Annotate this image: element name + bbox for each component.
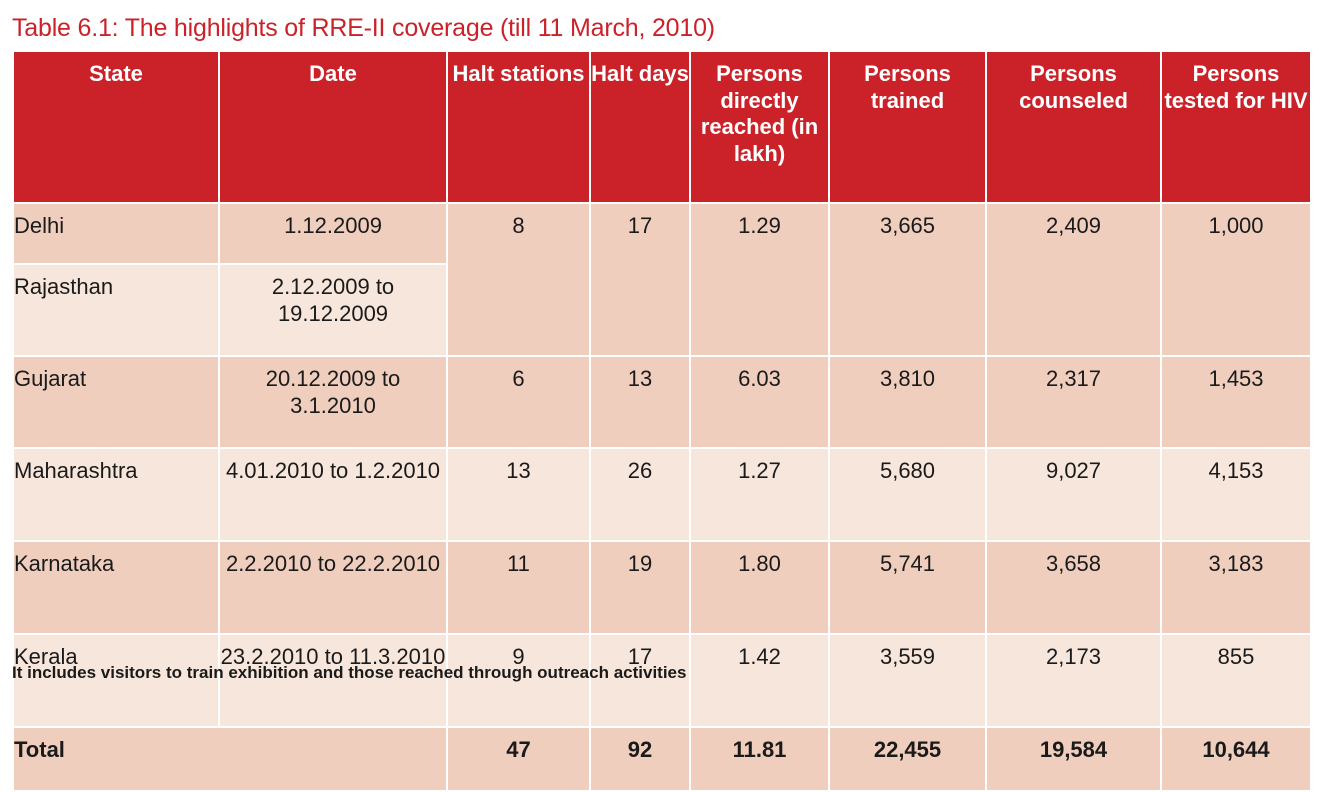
cell-halt-stations: 13: [446, 447, 591, 542]
cell-halt-days: 26: [589, 447, 691, 542]
cell-persons-directly-reached: 1.29: [689, 202, 830, 357]
cell-halt-stations: 11: [446, 540, 591, 635]
cell-persons-counseled: 2,173: [985, 633, 1162, 728]
cell-date: 2.12.2009 to 19.12.2009: [218, 263, 448, 357]
cell-total-halt-stations: 47: [446, 726, 591, 792]
table-row: Maharashtra 4.01.2010 to 1.2.2010 13 26 …: [12, 447, 1312, 542]
cell-halt-days: 17: [589, 202, 691, 357]
cell-persons-tested-for-hiv: 1,000: [1160, 202, 1312, 357]
cell-persons-directly-reached: 1.27: [689, 447, 830, 542]
column-header-persons-counseled: Persons counseled: [985, 50, 1162, 204]
cell-persons-tested-for-hiv: 855: [1160, 633, 1312, 728]
column-header-persons-tested-for-hiv: Persons tested for HIV: [1160, 50, 1312, 204]
table-footnote: It includes visitors to train exhibition…: [12, 663, 687, 682]
table-row: Gujarat 20.12.2009 to 3.1.2010 6 13 6.03…: [12, 355, 1312, 449]
column-header-persons-directly-reached: Persons directly reached (in lakh): [689, 50, 830, 204]
cell-state: Maharashtra: [12, 447, 220, 542]
cell-date: 1.12.2009: [218, 202, 448, 265]
cell-state: Gujarat: [12, 355, 220, 449]
table-body: Delhi 1.12.2009 8 17 1.29 3,665 2,409 1,…: [12, 202, 1312, 792]
table-row: Delhi 1.12.2009 8 17 1.29 3,665 2,409 1,…: [12, 202, 1312, 357]
rre-coverage-table: State Date Halt stations Halt days Perso…: [12, 50, 1312, 792]
cell-persons-counseled: 2,317: [985, 355, 1162, 449]
cell-total-persons-counseled: 19,584: [985, 726, 1162, 792]
cell-persons-trained: 5,741: [828, 540, 987, 635]
cell-date: 4.01.2010 to 1.2.2010: [218, 447, 448, 542]
cell-persons-counseled: 3,658: [985, 540, 1162, 635]
column-header-halt-days: Halt days: [589, 50, 691, 204]
table-container: State Date Halt stations Halt days Perso…: [12, 50, 1312, 792]
table-row: Rajasthan 2.12.2009 to 19.12.2009: [12, 263, 1311, 357]
cell-total-persons-tested-for-hiv: 10,644: [1160, 726, 1312, 792]
table-row: Karnataka 2.2.2010 to 22.2.2010 11 19 1.…: [12, 540, 1312, 635]
table-caption: Table 6.1: The highlights of RRE-II cove…: [12, 14, 715, 42]
cell-persons-counseled: 9,027: [985, 447, 1162, 542]
table-header: State Date Halt stations Halt days Perso…: [12, 50, 1312, 204]
cell-persons-directly-reached: 1.42: [689, 633, 830, 728]
cell-halt-days: 13: [589, 355, 691, 449]
cell-date: 20.12.2009 to 3.1.2010: [218, 355, 448, 449]
cell-persons-trained: 3,665: [828, 202, 987, 357]
cell-persons-trained: 3,810: [828, 355, 987, 449]
column-header-date: Date: [218, 50, 448, 204]
cell-state: Rajasthan: [12, 263, 220, 357]
cell-total-persons-trained: 22,455: [828, 726, 987, 792]
cell-total-persons-directly-reached: 11.81: [689, 726, 830, 792]
cell-halt-stations: 6: [446, 355, 591, 449]
cell-persons-counseled: 2,409: [985, 202, 1162, 357]
cell-total-label: Total: [12, 726, 448, 792]
cell-total-halt-days: 92: [589, 726, 691, 792]
cell-persons-directly-reached: 1.80: [689, 540, 830, 635]
table-page: Table 6.1: The highlights of RRE-II cove…: [12, 14, 1312, 792]
cell-date: 2.2.2010 to 22.2.2010: [218, 540, 448, 635]
cell-persons-directly-reached: 6.03: [689, 355, 830, 449]
column-header-state: State: [12, 50, 220, 204]
header-row: State Date Halt stations Halt days Perso…: [12, 50, 1312, 204]
cell-persons-tested-for-hiv: 4,153: [1160, 447, 1312, 542]
cell-persons-trained: 3,559: [828, 633, 987, 728]
table-total-row: Total 47 92 11.81 22,455 19,584 10,644: [12, 726, 1312, 792]
cell-halt-stations: 8: [446, 202, 591, 357]
cell-persons-trained: 5,680: [828, 447, 987, 542]
cell-persons-tested-for-hiv: 1,453: [1160, 355, 1312, 449]
cell-halt-days: 19: [589, 540, 691, 635]
column-header-halt-stations: Halt stations: [446, 50, 591, 204]
cell-persons-tested-for-hiv: 3,183: [1160, 540, 1312, 635]
cell-state: Delhi: [12, 202, 220, 265]
column-header-persons-trained: Persons trained: [828, 50, 987, 204]
cell-state: Karnataka: [12, 540, 220, 635]
